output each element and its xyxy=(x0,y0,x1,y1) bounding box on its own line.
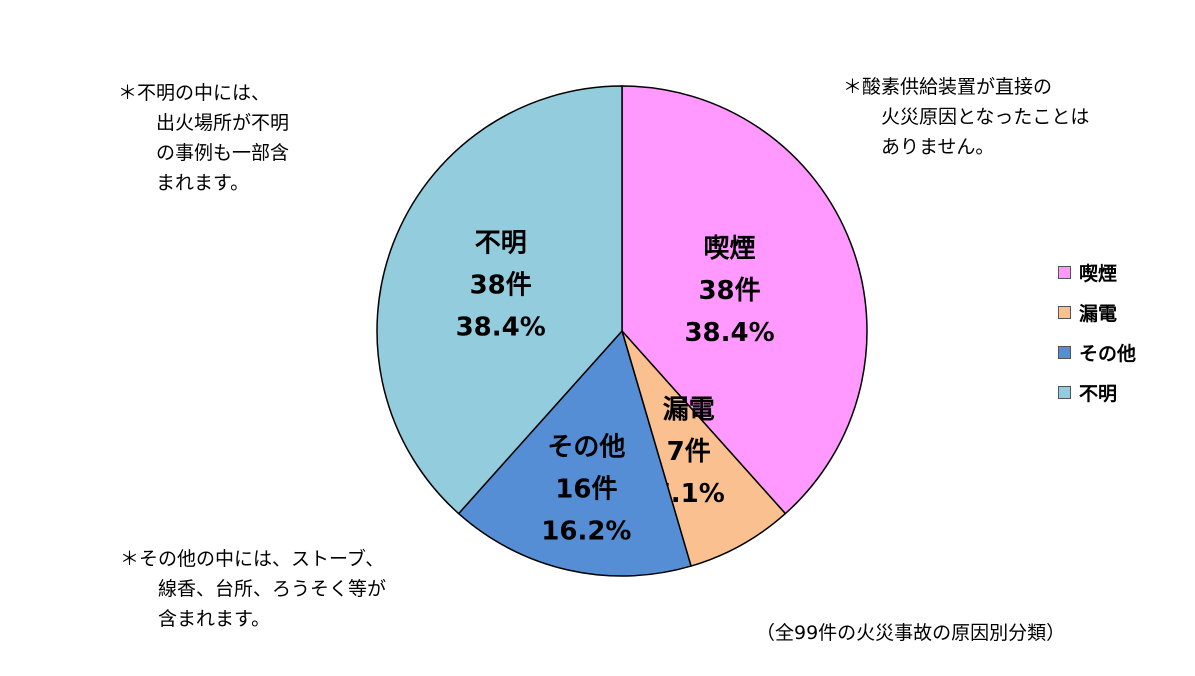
unknown-cause-note: ＊不明の中には、 出火場所が不明 の事例も一部含 まれます。 xyxy=(118,82,290,194)
legend-swatch-smoking xyxy=(1058,265,1071,279)
legend-label-unknown: 不明 xyxy=(1079,382,1118,405)
slice-count-label-other: 16件 xyxy=(555,475,617,505)
legend-swatch-electrical-leak xyxy=(1058,305,1071,319)
legend-swatch-unknown xyxy=(1058,385,1071,399)
chart-legend: 喫煙 漏電 その他 不明 xyxy=(1058,252,1136,412)
slice-label-electrical-leak: 漏電 xyxy=(663,395,715,425)
slice-label-unknown: 不明 xyxy=(475,229,527,259)
slice-count-label-unknown: 38件 xyxy=(470,271,532,301)
legend-label-other: その他 xyxy=(1079,342,1137,365)
legend-item-unknown: 不明 xyxy=(1058,372,1136,412)
legend-item-electrical-leak: 漏電 xyxy=(1058,292,1136,332)
legend-label-smoking: 喫煙 xyxy=(1079,262,1118,285)
other-cause-note: ＊その他の中には、ストーブ、 線香、台所、ろうそく等が 含まれます。 xyxy=(120,548,387,630)
slice-label-other: その他 xyxy=(547,433,625,463)
chart-caption: （全99件の火災事故の原因別分類） xyxy=(756,622,1066,644)
pie-slice-other xyxy=(457,329,692,577)
slice-percent-label-smoking: 38.4% xyxy=(684,318,774,348)
slice-percent-label-other: 16.2% xyxy=(541,517,631,547)
slice-label-smoking: 喫煙 xyxy=(704,234,756,264)
oxygen-device-note: ＊酸素供給装置が直接の 火災原因となったことは ありません。 xyxy=(843,76,1090,158)
legend-label-electrical-leak: 漏電 xyxy=(1079,302,1118,325)
pie-slice-electrical-leak xyxy=(621,330,787,568)
slice-count-label-electrical-leak: 7件 xyxy=(667,437,711,467)
slice-count-label-smoking: 38件 xyxy=(698,276,760,306)
slice-percent-label-unknown: 38.4% xyxy=(456,313,546,343)
pie-slice-unknown xyxy=(376,85,623,515)
legend-item-other: その他 xyxy=(1058,332,1136,372)
pie-slice-smoking xyxy=(621,85,868,515)
legend-swatch-other xyxy=(1058,345,1071,359)
legend-item-smoking: 喫煙 xyxy=(1058,252,1136,292)
